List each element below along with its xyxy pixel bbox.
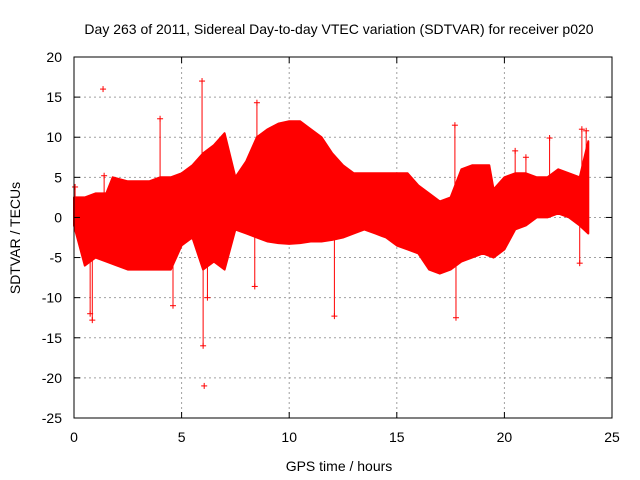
y-tick-label: 20 bbox=[46, 49, 62, 65]
y-tick-label: -25 bbox=[42, 410, 62, 426]
chart-title: Day 263 of 2011, Sidereal Day-to-day VTE… bbox=[84, 21, 593, 37]
data-point bbox=[72, 183, 79, 190]
y-tick-label: 15 bbox=[46, 89, 62, 105]
plot-frame bbox=[73, 56, 613, 419]
tick-labels: 0 5 10 15 20 25 -25 -20 -15 -10 -5 0 5 10 15 20 bbox=[42, 49, 620, 445]
y-tick-label: -20 bbox=[42, 370, 62, 386]
data-point bbox=[452, 314, 459, 321]
ticks bbox=[73, 56, 613, 419]
data-point bbox=[331, 313, 338, 320]
x-axis-label: GPS time / hours bbox=[286, 458, 393, 474]
data-point bbox=[157, 115, 164, 122]
data-point bbox=[201, 382, 208, 389]
data-point bbox=[512, 147, 519, 154]
data-point bbox=[89, 317, 96, 324]
y-tick-label: 0 bbox=[54, 209, 62, 225]
data-point bbox=[101, 172, 108, 179]
y-tick-label: -5 bbox=[50, 250, 63, 266]
data-layer bbox=[72, 78, 590, 389]
data-point bbox=[451, 122, 458, 129]
x-tick-label: 10 bbox=[281, 429, 297, 445]
data-point bbox=[253, 99, 260, 106]
data-point bbox=[100, 86, 107, 93]
x-tick-label: 0 bbox=[70, 429, 78, 445]
data-point bbox=[578, 126, 585, 133]
data-point bbox=[522, 154, 529, 161]
data-point bbox=[169, 302, 176, 309]
y-axis-label: SDTVAR / TECUs bbox=[7, 182, 23, 294]
x-tick-label: 15 bbox=[389, 429, 405, 445]
x-tick-label: 20 bbox=[497, 429, 513, 445]
x-tick-label: 25 bbox=[604, 429, 620, 445]
data-point bbox=[576, 260, 583, 267]
y-tick-label: 10 bbox=[46, 129, 62, 145]
data-point bbox=[546, 135, 553, 142]
y-tick-label: -15 bbox=[42, 330, 62, 346]
data-point bbox=[251, 283, 258, 290]
data-point bbox=[583, 127, 590, 134]
x-tick-label: 5 bbox=[178, 429, 186, 445]
data-point bbox=[204, 294, 211, 301]
data-point bbox=[199, 78, 206, 85]
data-point bbox=[200, 342, 207, 349]
y-tick-label: 5 bbox=[54, 169, 62, 185]
y-tick-label: -10 bbox=[42, 290, 62, 306]
